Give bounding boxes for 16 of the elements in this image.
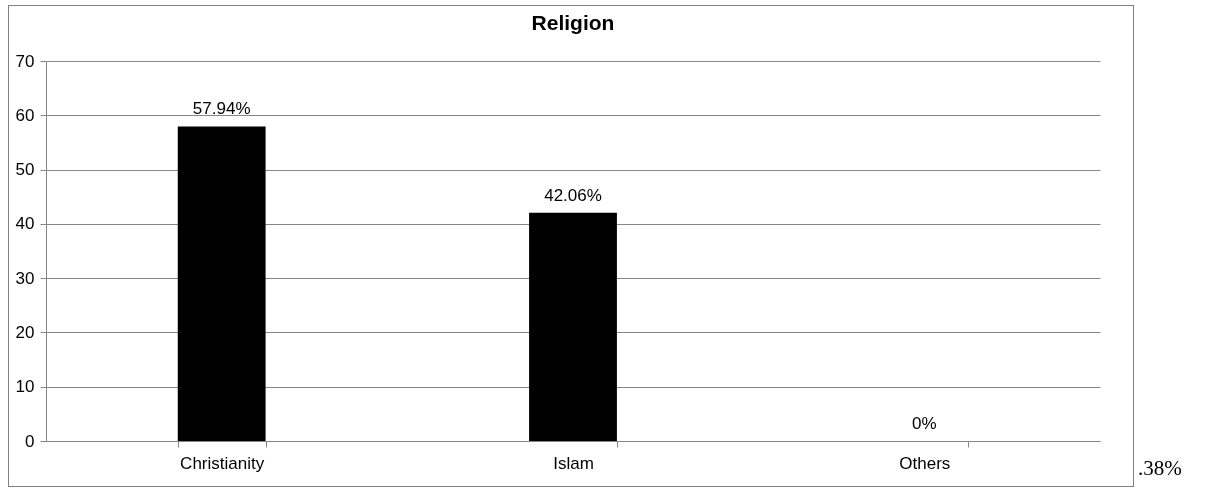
x-tick-label: Christianity bbox=[180, 453, 265, 473]
chart-title: Religion bbox=[531, 11, 615, 34]
x-tick-label: Others bbox=[899, 453, 951, 473]
data-label: 0% bbox=[912, 414, 937, 433]
y-tick-label: 70 bbox=[15, 51, 35, 71]
y-tick-label: 30 bbox=[15, 268, 35, 288]
data-label: 42.06% bbox=[544, 185, 602, 205]
data-label: 57.94% bbox=[192, 99, 251, 119]
y-tick-label: 40 bbox=[15, 214, 35, 234]
y-tick-label: 20 bbox=[15, 322, 35, 342]
x-tick-label: Islam bbox=[553, 453, 594, 473]
y-tick-label: 0 bbox=[25, 431, 35, 451]
text: .38% bbox=[1138, 456, 1182, 481]
y-tick-label: 50 bbox=[15, 160, 35, 180]
y-tick-label: 10 bbox=[15, 377, 35, 397]
y-tick-label: 60 bbox=[15, 105, 35, 125]
